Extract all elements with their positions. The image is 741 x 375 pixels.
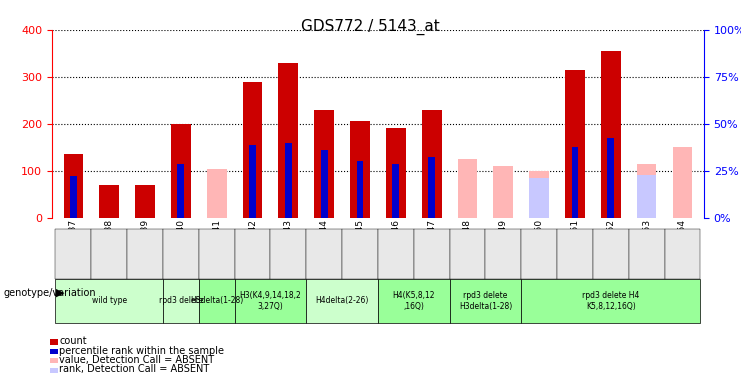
Bar	[637, 176, 657, 217]
Bar	[171, 124, 190, 218]
Bar	[673, 147, 692, 218]
Bar	[386, 128, 405, 218]
Bar	[608, 138, 614, 218]
Bar	[565, 70, 585, 217]
Bar	[135, 185, 155, 218]
Bar	[321, 150, 328, 217]
Text: percentile rank within the sample: percentile rank within the sample	[59, 346, 225, 355]
Text: H4(K5,8,12
,16Q): H4(K5,8,12 ,16Q)	[393, 291, 435, 310]
Bar	[177, 164, 185, 218]
Bar	[64, 154, 83, 218]
Text: count: count	[59, 336, 87, 346]
Bar	[242, 82, 262, 218]
Bar	[314, 110, 334, 218]
Text: value, Detection Call = ABSENT: value, Detection Call = ABSENT	[59, 355, 214, 365]
Bar	[70, 176, 77, 218]
Text: rpd3 delete H4
K5,8,12,16Q): rpd3 delete H4 K5,8,12,16Q)	[582, 291, 639, 310]
Bar	[279, 63, 298, 217]
Bar	[458, 159, 477, 218]
Bar	[350, 122, 370, 218]
Bar	[249, 145, 256, 218]
Bar	[99, 185, 119, 218]
Bar	[422, 110, 442, 218]
Text: H4delta(2-26): H4delta(2-26)	[316, 296, 369, 305]
Bar	[356, 161, 363, 218]
Text: rank, Detection Call = ABSENT: rank, Detection Call = ABSENT	[59, 364, 210, 374]
Bar	[494, 166, 514, 218]
Text: H3delta(1-28): H3delta(1-28)	[190, 296, 243, 305]
Bar	[571, 147, 579, 218]
Text: ▶: ▶	[56, 288, 64, 297]
Text: rpd3 delete
H3delta(1-28): rpd3 delete H3delta(1-28)	[459, 291, 512, 310]
Text: GDS772 / 5143_at: GDS772 / 5143_at	[301, 19, 440, 35]
Bar	[601, 51, 621, 217]
Bar	[285, 144, 292, 218]
Text: wild type: wild type	[92, 296, 127, 305]
Bar	[207, 169, 227, 217]
Bar	[529, 171, 549, 217]
Bar	[428, 157, 435, 218]
Text: H3(K4,9,14,18,2
3,27Q): H3(K4,9,14,18,2 3,27Q)	[239, 291, 302, 310]
Text: rpd3 delete: rpd3 delete	[159, 296, 203, 305]
Bar	[637, 164, 657, 218]
Bar	[529, 178, 549, 218]
Text: genotype/variation: genotype/variation	[4, 288, 96, 297]
Bar	[393, 164, 399, 218]
